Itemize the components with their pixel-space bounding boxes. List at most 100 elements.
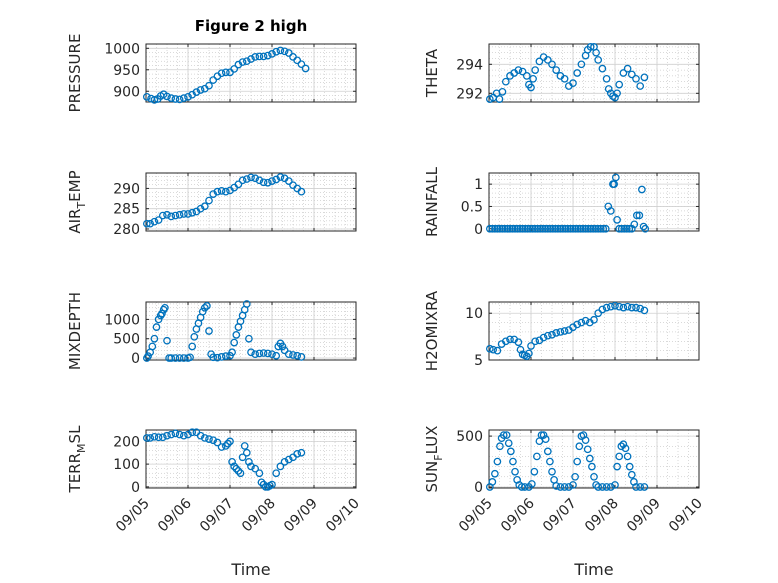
data-point bbox=[613, 215, 621, 224]
data-point bbox=[579, 224, 587, 233]
data-point bbox=[548, 224, 557, 233]
data-point bbox=[627, 70, 636, 79]
x-tick-label: 09/10 bbox=[666, 496, 706, 536]
data-point bbox=[569, 224, 577, 233]
data-point bbox=[509, 457, 517, 466]
series-markers bbox=[485, 43, 649, 103]
axes-box bbox=[145, 301, 357, 361]
data-point bbox=[606, 302, 615, 311]
data-point bbox=[526, 224, 535, 233]
data-point bbox=[167, 354, 176, 362]
y-tick-label: 100 bbox=[113, 457, 140, 473]
data-point bbox=[560, 327, 569, 335]
data-point bbox=[622, 224, 631, 233]
data-point bbox=[641, 224, 650, 233]
data-point bbox=[257, 478, 266, 487]
data-point bbox=[520, 483, 529, 491]
data-point bbox=[488, 224, 497, 233]
minor-grid bbox=[145, 43, 357, 102]
y-axis-label: MIXDEPTH bbox=[66, 292, 84, 370]
data-point bbox=[546, 224, 555, 233]
data-point bbox=[245, 457, 253, 466]
data-point bbox=[284, 177, 293, 185]
data-point bbox=[499, 431, 508, 439]
x-tick-label: 09/05 bbox=[113, 496, 153, 536]
data-point bbox=[217, 186, 226, 195]
major-grid bbox=[145, 173, 357, 231]
subplot-air-temp: 280 285 290 AIRTEMP bbox=[66, 170, 357, 238]
data-point bbox=[228, 457, 236, 466]
data-point bbox=[539, 333, 548, 342]
data-point bbox=[620, 224, 629, 233]
data-point bbox=[594, 483, 603, 491]
data-point bbox=[599, 224, 608, 233]
data-point bbox=[530, 467, 539, 476]
data-point bbox=[594, 309, 603, 318]
axes-box bbox=[145, 172, 357, 232]
data-point bbox=[179, 94, 188, 102]
data-point bbox=[610, 180, 619, 189]
data-point bbox=[242, 57, 251, 66]
y-tick-label: 500 bbox=[456, 429, 483, 445]
data-point bbox=[535, 437, 544, 446]
data-point bbox=[625, 462, 634, 471]
data-point bbox=[161, 303, 169, 312]
series-markers bbox=[142, 173, 306, 228]
data-point bbox=[617, 224, 626, 233]
data-point bbox=[276, 173, 285, 181]
data-point bbox=[491, 469, 499, 478]
data-point bbox=[513, 224, 522, 233]
data-point bbox=[517, 483, 526, 491]
data-point bbox=[175, 354, 184, 362]
data-point bbox=[221, 187, 230, 196]
data-point bbox=[217, 353, 226, 361]
data-point bbox=[518, 224, 527, 233]
data-point bbox=[205, 435, 213, 443]
y-axis-label: H2OMIXRA bbox=[423, 290, 441, 371]
minor-grid bbox=[145, 302, 357, 360]
y-tick-label: 950 bbox=[113, 63, 140, 79]
data-point bbox=[569, 79, 577, 88]
data-point bbox=[238, 453, 247, 462]
data-point bbox=[213, 353, 222, 362]
axes-box bbox=[145, 43, 357, 103]
data-point bbox=[276, 462, 285, 471]
data-point bbox=[573, 457, 582, 466]
data-point bbox=[213, 438, 222, 447]
data-point bbox=[548, 330, 556, 339]
data-point bbox=[171, 354, 180, 362]
y-axis-label: PRESSURE bbox=[66, 34, 84, 113]
data-point bbox=[251, 350, 260, 359]
data-point bbox=[527, 83, 535, 92]
data-point bbox=[598, 483, 607, 491]
data-point bbox=[501, 77, 510, 86]
data-point bbox=[584, 224, 592, 233]
data-point bbox=[640, 483, 649, 491]
data-point bbox=[635, 211, 644, 220]
y-tick-label: 200 bbox=[113, 434, 140, 450]
y-axis-label: AIRTEMP bbox=[66, 170, 88, 233]
data-point bbox=[217, 443, 226, 451]
data-point bbox=[543, 447, 552, 456]
data-point bbox=[175, 95, 184, 104]
data-point bbox=[150, 432, 159, 441]
data-point bbox=[144, 352, 152, 360]
data-point bbox=[251, 53, 260, 61]
data-point bbox=[541, 224, 550, 233]
data-point bbox=[163, 336, 171, 345]
data-point bbox=[615, 80, 624, 89]
data-point bbox=[640, 73, 649, 82]
series-markers bbox=[485, 173, 650, 233]
data-point bbox=[255, 469, 264, 478]
data-point bbox=[163, 431, 171, 440]
data-point bbox=[163, 92, 171, 101]
data-point bbox=[498, 88, 507, 96]
data-point bbox=[575, 442, 584, 451]
data-point bbox=[146, 219, 155, 228]
data-point bbox=[591, 224, 600, 233]
data-point bbox=[527, 342, 535, 350]
data-point bbox=[491, 224, 499, 233]
data-point bbox=[221, 442, 230, 450]
data-point bbox=[559, 224, 567, 233]
